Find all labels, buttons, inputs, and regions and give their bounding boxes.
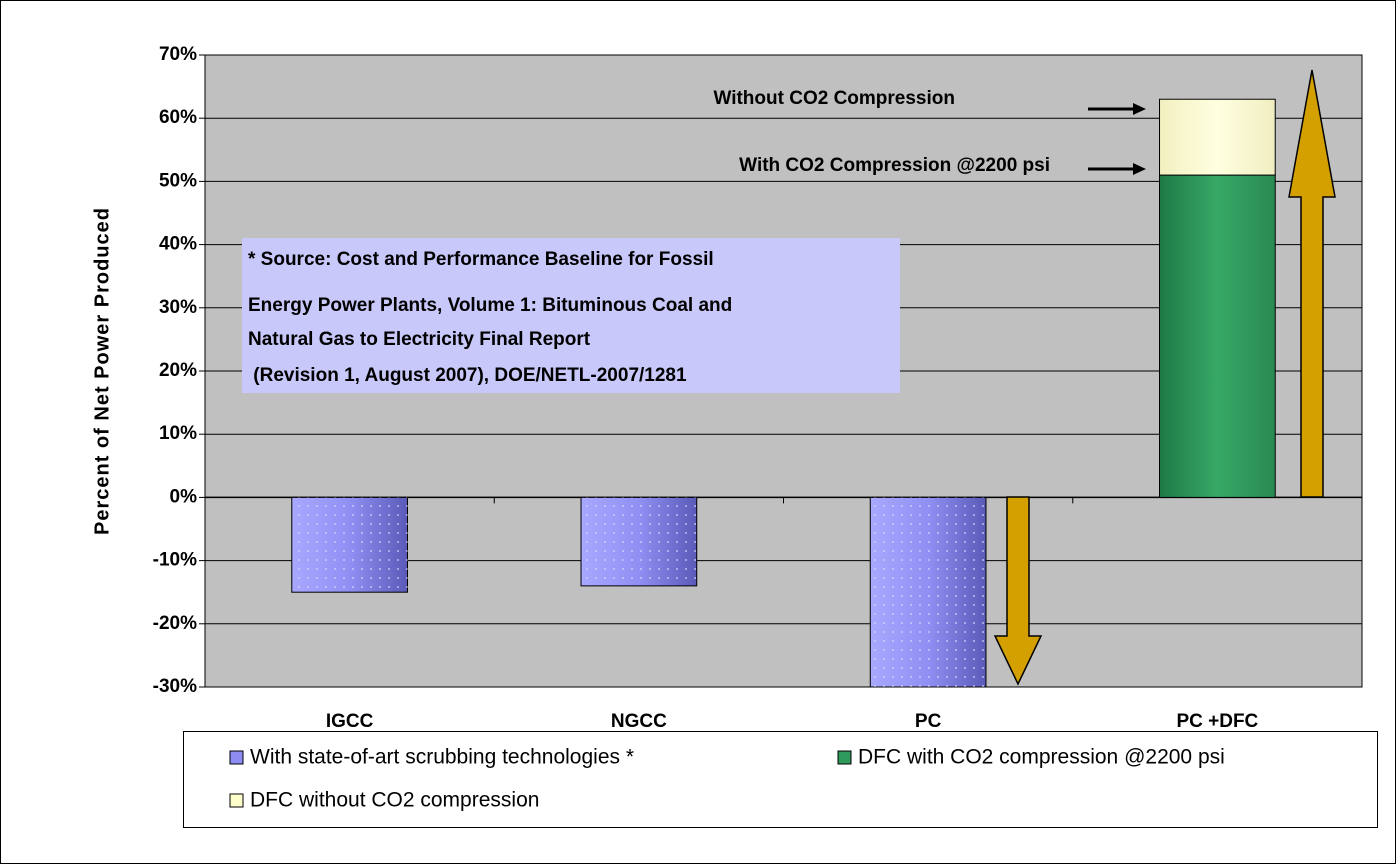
y-tick-label: 50% [159, 170, 197, 191]
source-line: * Source: Cost and Performance Baseline … [248, 249, 714, 270]
pointer-head [1133, 103, 1146, 115]
legend-entries: With state-of-art scrubbing technologies… [229, 746, 1225, 812]
legend-swatch [837, 750, 852, 765]
x-tick-label: NGCC [611, 711, 667, 732]
legend-label: With state-of-art scrubbing technologies… [250, 746, 634, 769]
pointer-head [1133, 163, 1146, 175]
annotation: With CO2 Compression @2200 psi [739, 155, 1050, 176]
legend-label: DFC with CO2 compression @2200 psi [858, 746, 1225, 769]
y-tick-label: 0% [170, 486, 198, 507]
bar [1159, 174, 1276, 498]
legend-swatch [229, 793, 244, 808]
down-arrow [993, 496, 1043, 686]
bar-texture [581, 497, 697, 586]
bar [1159, 98, 1276, 176]
source-line: (Revision 1, August 2007), DOE/NETL-2007… [248, 365, 687, 386]
source-box [242, 238, 900, 393]
y-tick-label: 70% [159, 44, 197, 65]
annotation: Without CO2 Compression [713, 88, 955, 109]
y-tick-label: -30% [153, 676, 197, 697]
source-line: Energy Power Plants, Volume 1: Bituminou… [248, 295, 732, 316]
legend-swatch [229, 750, 244, 765]
y-tick-label: 60% [159, 107, 197, 128]
x-tick-label: PC +DFC [1176, 711, 1258, 732]
y-tick-label: -20% [153, 613, 197, 634]
bar-texture [870, 497, 986, 687]
y-tick-label: -10% [153, 550, 197, 571]
source-line: Natural Gas to Electricity Final Report [248, 329, 591, 350]
y-tick-label: 40% [159, 234, 197, 255]
x-tick-label: PC [915, 711, 942, 732]
bars [291, 98, 1276, 688]
y-tick-label: 10% [159, 423, 197, 444]
legend [183, 731, 1378, 828]
y-tick-label: 30% [159, 297, 197, 318]
legend-label: DFC without CO2 compression [250, 789, 539, 812]
y-tick-label: 20% [159, 360, 197, 381]
x-tick-label: IGCC [326, 711, 374, 732]
y-axis-label: Percent of Net Power Produced [91, 207, 113, 535]
up-arrow [1288, 69, 1336, 498]
bar-texture [291, 497, 408, 593]
